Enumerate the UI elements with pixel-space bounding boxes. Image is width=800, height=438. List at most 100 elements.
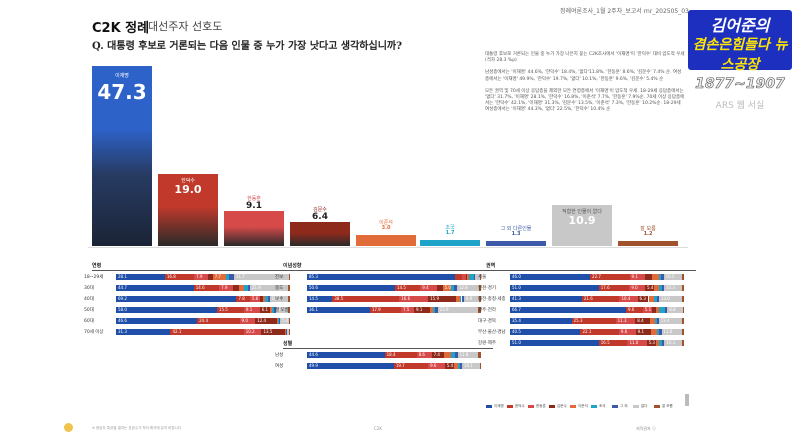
age-segment: 6.1 bbox=[259, 307, 271, 313]
badge-line1: 김어준의 bbox=[710, 16, 770, 35]
ideology-segment: 12.8 bbox=[456, 285, 480, 291]
age-segment bbox=[272, 307, 275, 313]
region-segment: 51.0 bbox=[510, 285, 599, 291]
candidate-value-7: 10.9 bbox=[568, 213, 596, 227]
ideology-segment: 14.5 bbox=[395, 285, 421, 291]
region-segment bbox=[682, 318, 684, 324]
legend-label: 한동훈 bbox=[536, 404, 546, 408]
region-row-label: 대구·경북 bbox=[478, 318, 496, 324]
age-segment: 69.2 bbox=[116, 296, 237, 302]
age-segment: 7.9 bbox=[219, 285, 233, 291]
age-segment: 7.9 bbox=[194, 274, 208, 280]
ideology-segment bbox=[479, 285, 481, 291]
gender-segment bbox=[457, 363, 461, 369]
region-segment: 13.0 bbox=[658, 296, 682, 302]
age-segment bbox=[276, 318, 279, 324]
bar-2 bbox=[224, 211, 284, 246]
region-segment: 9.6 bbox=[618, 329, 636, 335]
age-segment bbox=[288, 274, 290, 280]
region-segment bbox=[649, 318, 656, 324]
age-segment: 5.6 bbox=[249, 296, 260, 302]
gender-section-title: 성별 bbox=[283, 340, 493, 349]
candidate-label-8: 잘 모름 bbox=[640, 226, 656, 233]
age-row-label: 30대 bbox=[84, 285, 94, 291]
region-segment bbox=[654, 285, 659, 291]
region-segment bbox=[681, 340, 684, 346]
legend-label: 그 외 bbox=[620, 404, 628, 408]
region-segment bbox=[651, 307, 656, 313]
age-segment bbox=[228, 274, 234, 280]
region-segment: 16.5 bbox=[598, 340, 628, 346]
candidate-value-4: 3.0 bbox=[381, 224, 391, 231]
region-segment: 46.0 bbox=[510, 274, 591, 280]
age-segment bbox=[288, 318, 290, 324]
candidate-value-5: 1.7 bbox=[445, 229, 455, 236]
region-segment: 21.6 bbox=[581, 296, 620, 302]
gender-segment: 19.7 bbox=[393, 363, 429, 369]
region-segment: 17.6 bbox=[598, 285, 630, 291]
badge-line2: 겸손은힘들다 뉴스공장 bbox=[692, 37, 788, 73]
ideology-segment bbox=[479, 296, 481, 302]
legend: 이재명 한덕수 한동훈 김문수 이준석 조국 그 외 없다 잘 모름 bbox=[486, 404, 676, 414]
region-segment bbox=[651, 329, 657, 335]
summary-text: 대통령 후보로 거론되는 인물 중 누가 가장 나은지 묻는 C2K조사에서 '… bbox=[485, 52, 685, 120]
bar-3 bbox=[290, 221, 350, 246]
region-segment bbox=[655, 318, 658, 324]
survey-question: Q. 대통령 후보로 거론되는 다음 인물 중 누가 가장 낫다고 생각하십니까… bbox=[92, 41, 402, 52]
age-segment: 12.4 bbox=[255, 318, 277, 324]
badge-sub: ARS 웹 서실 bbox=[715, 101, 765, 111]
legend-label: 없다 bbox=[641, 404, 648, 408]
age-segment bbox=[288, 307, 290, 313]
age-segment: 10.4 bbox=[269, 296, 288, 302]
ideology-segment: 9.4 bbox=[420, 285, 437, 291]
bar-7 bbox=[552, 204, 612, 246]
age-segment: 44.7 bbox=[116, 285, 194, 291]
legend-swatch bbox=[507, 404, 513, 408]
candidate-value-1: 19.0 bbox=[174, 182, 202, 196]
ideology-segment: 8.9 bbox=[463, 296, 480, 302]
region-segment: 11.8 bbox=[661, 329, 683, 335]
candidate-label-5: 조국 bbox=[445, 224, 455, 231]
legend-item: 이재명 bbox=[486, 404, 504, 409]
pause-icon[interactable]: ❚ bbox=[682, 392, 693, 406]
chart-baseline bbox=[88, 247, 688, 248]
badge-years: 1877~1907 bbox=[695, 76, 785, 93]
gender-segment: 8.6 bbox=[416, 352, 432, 358]
legend-swatch bbox=[612, 404, 618, 408]
region-segment: 22.1 bbox=[580, 329, 619, 335]
region-segment: 66.7 bbox=[510, 307, 627, 313]
age-segment bbox=[263, 296, 266, 302]
region-segment bbox=[665, 307, 668, 313]
gender-segment bbox=[451, 352, 455, 358]
age-section-title: 연령 bbox=[92, 262, 302, 271]
region-segment: 40.5 bbox=[510, 329, 581, 335]
ideology-segment bbox=[461, 296, 464, 302]
legend-swatch bbox=[633, 404, 639, 408]
ideology-segment: 15.9 bbox=[428, 296, 456, 302]
ideology-segment bbox=[460, 296, 462, 302]
age-segment: 9.1 bbox=[243, 307, 260, 313]
region-segment bbox=[682, 329, 684, 335]
region-segment: 8.8 bbox=[667, 307, 683, 313]
region-segment bbox=[662, 340, 665, 346]
company-logo-icon bbox=[64, 423, 73, 432]
legend-swatch bbox=[591, 404, 597, 408]
gender-segment: 18.4 bbox=[384, 352, 417, 358]
ideology-segment: 14.5 bbox=[307, 296, 333, 302]
candidate-value-3: 6.4 bbox=[312, 211, 328, 222]
legend-label: 잘 모름 bbox=[662, 404, 673, 408]
report-id: 정례여론조사_1월 2주차_보고서 rnr_202505_03 bbox=[560, 8, 689, 15]
bar-4 bbox=[356, 234, 416, 246]
ideology-segment bbox=[451, 285, 455, 291]
age-segment: 15.5 bbox=[216, 307, 244, 313]
candidate-label-3: 김문수 bbox=[313, 206, 327, 213]
region-segment bbox=[659, 307, 666, 313]
region-segment: 6.3 bbox=[637, 296, 649, 302]
gender-segment: 7.4 bbox=[431, 352, 445, 358]
ideology-segment bbox=[455, 296, 461, 302]
region-segment: 13.4 bbox=[658, 318, 683, 324]
legend-item: 한덕수 bbox=[507, 404, 525, 409]
age-segment bbox=[248, 285, 250, 291]
legend-swatch bbox=[486, 404, 492, 408]
bar-5 bbox=[420, 239, 480, 246]
